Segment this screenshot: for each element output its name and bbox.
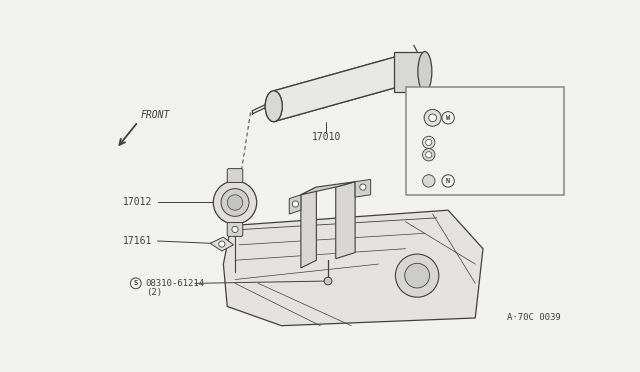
Circle shape: [422, 148, 435, 161]
Polygon shape: [210, 237, 234, 251]
Polygon shape: [301, 182, 355, 195]
Circle shape: [213, 181, 257, 224]
Circle shape: [426, 152, 432, 158]
Text: A·70C 0039: A·70C 0039: [507, 313, 561, 322]
Circle shape: [292, 201, 298, 207]
Polygon shape: [301, 187, 316, 268]
Text: (1): (1): [461, 176, 477, 185]
Ellipse shape: [265, 91, 282, 122]
FancyBboxPatch shape: [227, 169, 243, 183]
Circle shape: [422, 136, 435, 148]
Circle shape: [324, 277, 332, 285]
Text: 17010: 17010: [312, 132, 341, 142]
Text: 08310-61214: 08310-61214: [146, 279, 205, 288]
Circle shape: [219, 241, 225, 247]
Circle shape: [360, 184, 366, 190]
Circle shape: [221, 189, 249, 217]
Circle shape: [422, 175, 435, 187]
Circle shape: [411, 29, 419, 37]
Ellipse shape: [418, 52, 432, 92]
Circle shape: [424, 109, 441, 126]
Text: FRONT: FRONT: [140, 110, 170, 120]
Text: 17012: 17012: [123, 198, 152, 208]
Polygon shape: [355, 179, 371, 197]
Text: (1): (1): [461, 113, 477, 122]
Polygon shape: [289, 195, 301, 214]
Polygon shape: [336, 182, 355, 259]
Text: 08911-1082A: 08911-1082A: [461, 167, 520, 176]
Text: N: N: [446, 178, 451, 184]
Circle shape: [426, 140, 432, 145]
Text: 17161: 17161: [123, 236, 152, 246]
Text: 08915-1381A: 08915-1381A: [461, 104, 520, 113]
Polygon shape: [274, 56, 397, 122]
Circle shape: [227, 195, 243, 210]
Text: S: S: [134, 280, 138, 286]
Circle shape: [396, 254, 439, 297]
Circle shape: [232, 226, 238, 232]
Text: W: W: [446, 115, 451, 121]
Ellipse shape: [265, 91, 282, 122]
Polygon shape: [394, 52, 425, 92]
Circle shape: [404, 263, 429, 288]
Circle shape: [429, 114, 436, 122]
FancyBboxPatch shape: [227, 222, 243, 236]
Text: (2): (2): [146, 288, 162, 297]
Polygon shape: [223, 210, 483, 326]
Bar: [406, 87, 564, 195]
